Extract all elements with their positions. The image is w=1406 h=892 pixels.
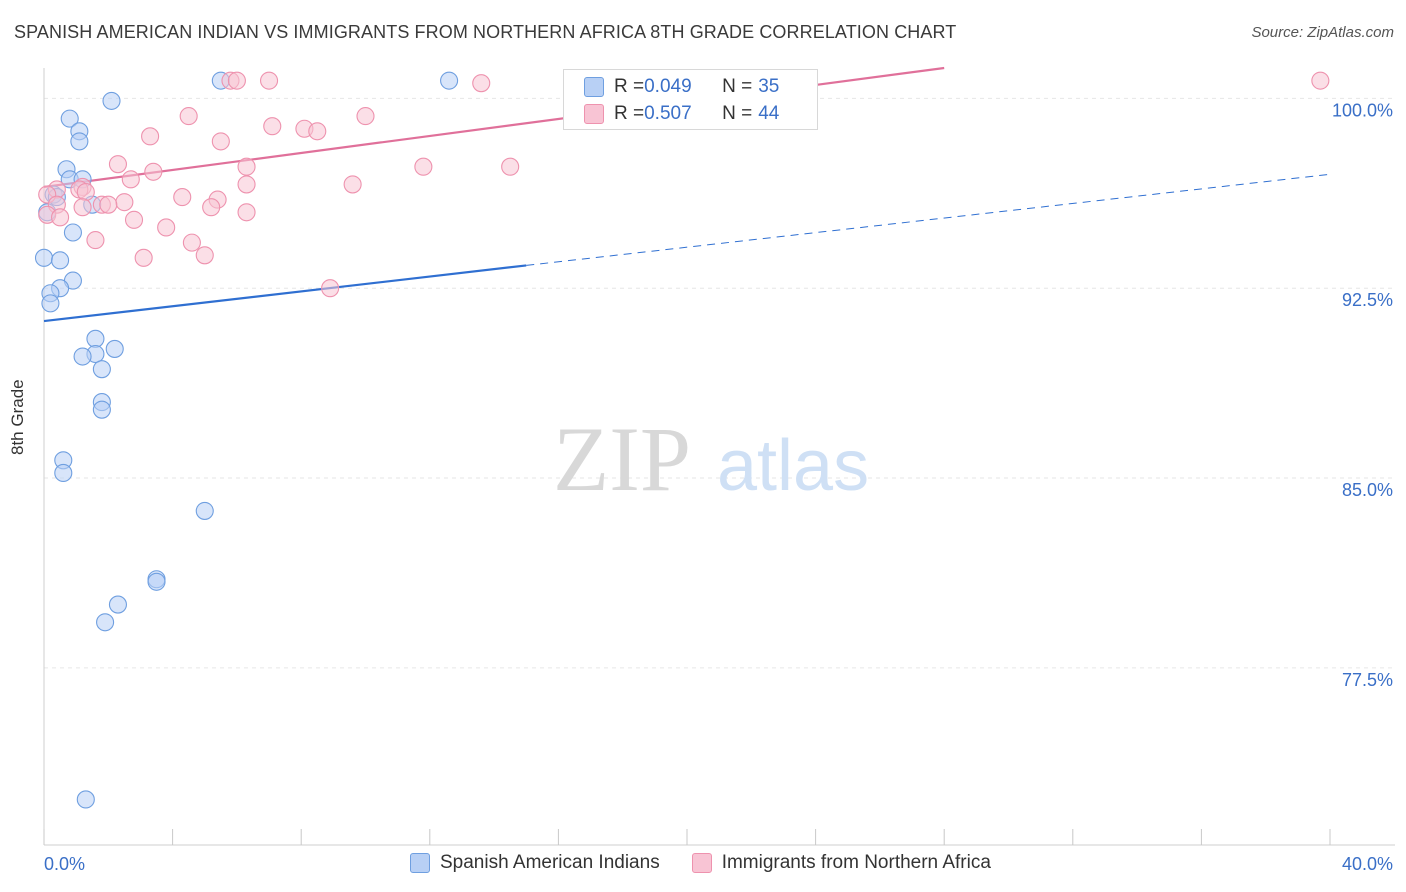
- point-spanish-american-indians: [147, 572, 166, 591]
- r-value: 0.049: [644, 76, 692, 97]
- data-points: [34, 71, 1330, 809]
- point-immigrants-northern-africa: [51, 208, 70, 227]
- point-immigrants-northern-africa: [259, 71, 279, 90]
- point-immigrants-northern-africa: [321, 279, 340, 298]
- pink-swatch: [691, 853, 712, 873]
- point-immigrants-northern-africa: [237, 175, 256, 194]
- point-immigrants-northern-africa: [237, 203, 256, 222]
- point-immigrants-northern-africa: [76, 182, 95, 202]
- point-immigrants-northern-africa: [501, 157, 520, 176]
- point-spanish-american-indians: [54, 463, 73, 483]
- point-spanish-american-indians: [76, 790, 95, 809]
- r-label: R =: [614, 103, 645, 124]
- point-immigrants-northern-africa: [343, 175, 362, 194]
- point-immigrants-northern-africa: [157, 218, 176, 237]
- point-immigrants-northern-africa: [227, 71, 246, 90]
- point-spanish-american-indians: [70, 132, 89, 151]
- blue-swatch: [584, 77, 604, 97]
- y-axis-title: 8th Grade: [8, 379, 27, 455]
- watermark-atlas: atlas: [717, 426, 869, 506]
- point-immigrants-northern-africa: [108, 155, 127, 174]
- point-spanish-american-indians: [41, 294, 60, 313]
- x-tick-label: 40.0%: [1342, 854, 1393, 874]
- point-immigrants-northern-africa: [173, 188, 192, 207]
- point-immigrants-northern-africa: [73, 198, 92, 217]
- point-spanish-american-indians: [73, 347, 92, 366]
- point-immigrants-northern-africa: [179, 107, 198, 126]
- point-immigrants-northern-africa: [141, 127, 160, 146]
- point-immigrants-northern-africa: [144, 162, 163, 181]
- point-spanish-american-indians: [195, 501, 214, 520]
- r-value: 0.507: [644, 103, 692, 124]
- point-immigrants-northern-africa: [202, 198, 221, 217]
- point-spanish-american-indians: [108, 595, 127, 614]
- legend-label: Spanish American Indians: [440, 852, 660, 873]
- point-immigrants-northern-africa: [182, 233, 201, 252]
- y-tick-label: 85.0%: [1342, 480, 1393, 500]
- point-immigrants-northern-africa: [237, 157, 256, 176]
- stats-row-blue: R = 0.049 N = 35: [584, 76, 779, 98]
- y-tick-label: 92.5%: [1342, 290, 1393, 310]
- y-tick-label: 100.0%: [1332, 100, 1393, 120]
- series-legend: Spanish American Indians Immigrants from…: [410, 852, 991, 874]
- chart-title: SPANISH AMERICAN INDIAN VS IMMIGRANTS FR…: [14, 22, 957, 42]
- n-label: N =: [722, 103, 753, 124]
- legend-label: Immigrants from Northern Africa: [721, 852, 991, 873]
- trend-line-blue: [43, 264, 527, 323]
- point-spanish-american-indians: [102, 91, 121, 110]
- point-spanish-american-indians: [440, 71, 459, 90]
- point-spanish-american-indians: [92, 400, 111, 419]
- source-label: Source: ZipAtlas.com: [1251, 24, 1394, 41]
- n-value: 35: [758, 76, 780, 97]
- point-spanish-american-indians: [96, 613, 115, 632]
- blue-swatch: [410, 853, 430, 873]
- point-immigrants-northern-africa: [86, 231, 105, 250]
- point-immigrants-northern-africa: [195, 246, 214, 265]
- point-immigrants-northern-africa: [414, 157, 433, 176]
- pink-swatch: [584, 104, 604, 124]
- point-immigrants-northern-africa: [472, 74, 491, 93]
- legend-item-immigrants-northern-africa[interactable]: Immigrants from Northern Africa: [691, 852, 991, 874]
- stats-row-pink: R = 0.507 N = 44: [584, 103, 779, 125]
- legend-item-spanish-american-indians[interactable]: Spanish American Indians: [410, 852, 660, 874]
- point-immigrants-northern-africa: [121, 170, 140, 189]
- point-spanish-american-indians: [105, 339, 124, 358]
- point-immigrants-northern-africa: [99, 195, 118, 214]
- watermark-zip: ZIP: [553, 408, 691, 510]
- point-immigrants-northern-africa: [115, 193, 134, 212]
- point-immigrants-northern-africa: [134, 248, 153, 267]
- n-label: N =: [722, 76, 753, 97]
- point-immigrants-northern-africa: [124, 210, 144, 229]
- x-tick-label: 0.0%: [44, 854, 85, 874]
- point-immigrants-northern-africa: [356, 107, 375, 126]
- point-immigrants-northern-africa: [308, 122, 327, 141]
- point-spanish-american-indians: [92, 360, 111, 379]
- point-spanish-american-indians: [86, 329, 105, 348]
- n-value: 44: [758, 103, 780, 124]
- point-spanish-american-indians: [51, 251, 70, 270]
- trend-line-blue-extension: [526, 173, 1331, 266]
- point-spanish-american-indians: [34, 248, 54, 267]
- point-immigrants-northern-africa: [1311, 71, 1330, 90]
- r-label: R =: [614, 76, 645, 97]
- point-immigrants-northern-africa: [263, 117, 282, 136]
- point-spanish-american-indians: [63, 223, 82, 242]
- tick-labels: 100.0% 92.5% 85.0% 77.5% 0.0% 40.0%: [44, 100, 1393, 874]
- stats-legend: R = 0.049 N = 35 R = 0.507 N = 44: [563, 69, 818, 130]
- point-immigrants-northern-africa: [211, 132, 230, 151]
- point-spanish-american-indians: [60, 109, 79, 128]
- y-tick-label: 77.5%: [1342, 670, 1393, 690]
